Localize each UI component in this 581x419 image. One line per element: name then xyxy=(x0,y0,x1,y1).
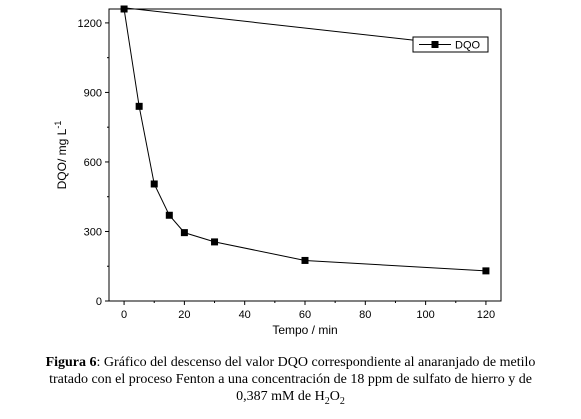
y-tick-label: 300 xyxy=(84,226,102,238)
caption-line-3: 0,387 mM de H2O2 xyxy=(0,388,581,407)
legend-label: DQO xyxy=(455,40,481,52)
data-point-dqo xyxy=(482,267,490,275)
caption-label: Figura 6 xyxy=(45,355,97,370)
x-tick-label: 40 xyxy=(239,309,251,321)
x-tick-label: 60 xyxy=(299,309,311,321)
x-tick-label: 100 xyxy=(416,309,434,321)
series-lines xyxy=(123,7,486,272)
figure-caption: Figura 6: Gráfico del descenso del valor… xyxy=(0,354,581,407)
x-tick-label: 0 xyxy=(121,309,127,321)
data-point-dqo xyxy=(301,256,309,264)
caption-line-3-main: 0,387 mM de H xyxy=(236,389,325,404)
y-tick-label: 0 xyxy=(96,296,102,308)
caption-sub-2: 2 xyxy=(339,395,345,407)
caption-line-1-text: : Gráfico del descenso del valor DQO cor… xyxy=(96,355,536,370)
caption-line-2: tratado con el proceso Fenton a una conc… xyxy=(49,372,532,387)
y-tick-label: 1200 xyxy=(78,18,102,30)
data-point-dqo xyxy=(211,238,219,246)
y-axis-title-main: DQO/ mg L xyxy=(55,128,69,189)
x-tick-label: 120 xyxy=(477,309,495,321)
caption-sub-1: 2 xyxy=(324,395,330,407)
data-point-dqo xyxy=(180,229,188,237)
x-axis-title: Tempo / min xyxy=(272,323,337,337)
x-tick-label: 20 xyxy=(178,309,190,321)
y-axis-title: DQO/ mg L-1 xyxy=(53,121,69,190)
y-tick-label: 900 xyxy=(84,87,102,99)
series-line-dqo xyxy=(123,8,486,272)
data-point-dqo xyxy=(120,5,128,13)
y-axis-title-sup: -1 xyxy=(53,121,63,129)
y-tick-label: 600 xyxy=(84,157,102,169)
x-tick-label: 80 xyxy=(359,309,371,321)
legend-marker xyxy=(431,41,439,48)
caption-line-1: Figura 6: Gráfico del descenso del valor… xyxy=(0,354,581,371)
upper-reference-line xyxy=(124,7,426,42)
legend: DQO xyxy=(412,36,489,53)
data-point-dqo xyxy=(150,180,158,188)
chart: 0 20 40 60 80 100 120 0 300 600 900 1200 DQO Tempo … xyxy=(53,5,502,337)
axis-ticks xyxy=(105,22,487,305)
caption-line-3-mid: O xyxy=(329,389,340,404)
data-point-dqo xyxy=(165,211,173,219)
series-markers xyxy=(120,5,490,275)
data-point-dqo xyxy=(135,102,143,110)
